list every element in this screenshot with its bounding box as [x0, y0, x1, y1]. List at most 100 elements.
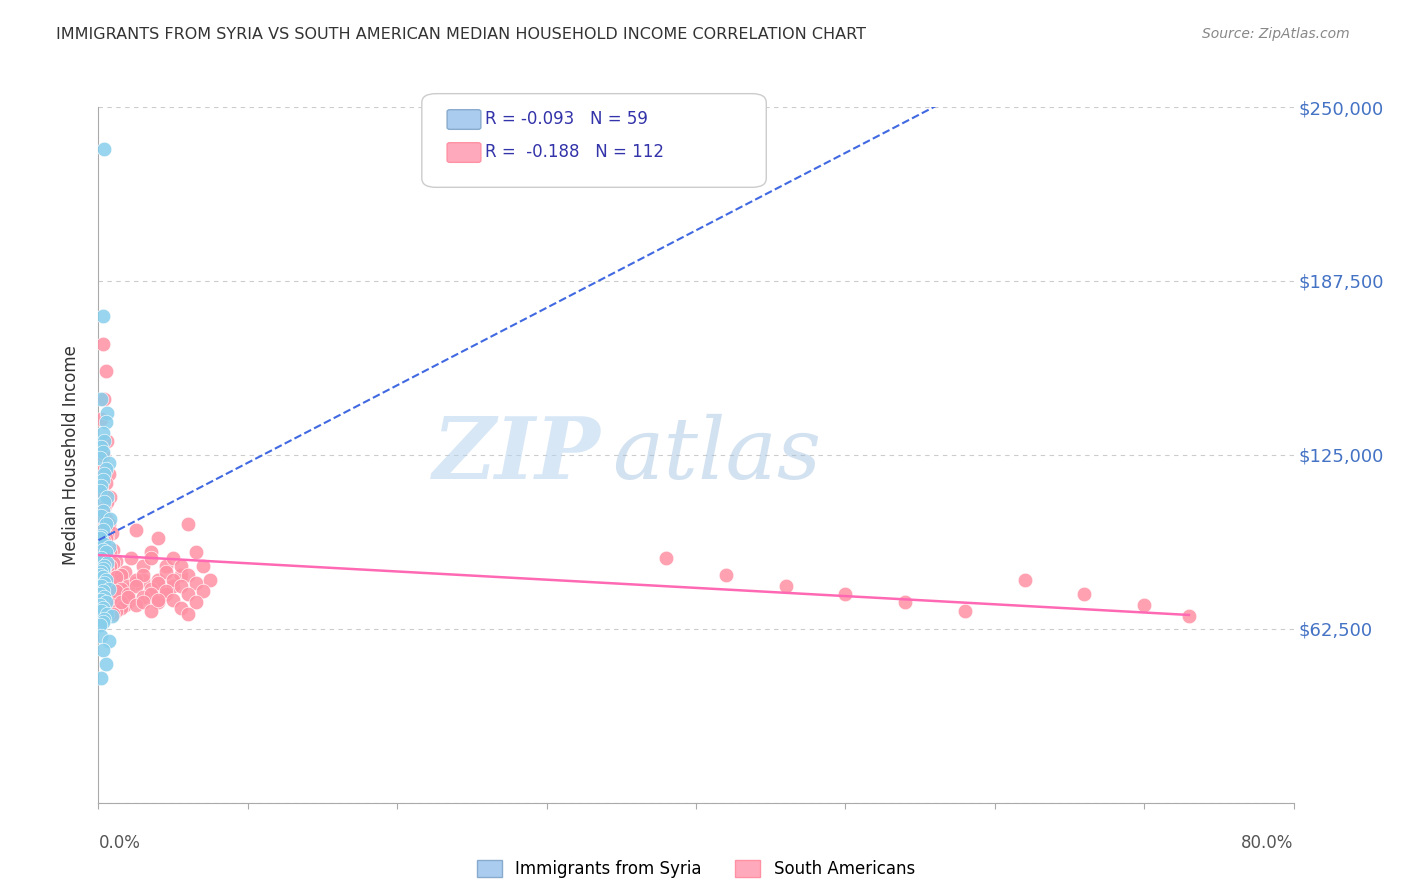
Point	[96, 557, 118, 571]
Legend: Immigrants from Syria, South Americans: Immigrants from Syria, South Americans	[471, 854, 921, 885]
Point	[89, 532, 111, 546]
Point	[89, 567, 111, 582]
Point	[148, 592, 170, 607]
Point	[132, 567, 155, 582]
Point	[91, 562, 114, 576]
Point	[101, 525, 124, 540]
Text: atlas: atlas	[613, 414, 821, 496]
Point	[97, 582, 120, 596]
Point	[96, 495, 118, 509]
Point	[89, 450, 111, 465]
Point	[184, 576, 207, 591]
Point	[117, 590, 139, 604]
Point	[132, 595, 155, 609]
Point	[90, 550, 112, 565]
Point	[148, 573, 170, 587]
Point	[90, 592, 112, 607]
Point	[100, 592, 122, 607]
Point	[191, 559, 214, 574]
Point	[91, 309, 114, 323]
Point	[94, 532, 117, 546]
Point	[169, 559, 191, 574]
Point	[90, 509, 112, 524]
Point	[117, 579, 139, 593]
Point	[90, 579, 112, 593]
Point	[125, 523, 148, 537]
Point	[91, 542, 114, 557]
Point	[91, 473, 114, 487]
Point	[97, 540, 120, 554]
Point	[90, 565, 112, 579]
Point	[93, 500, 115, 515]
Point	[162, 550, 184, 565]
Point	[90, 528, 112, 542]
Point	[94, 573, 117, 587]
Point	[91, 601, 114, 615]
Point	[91, 523, 114, 537]
Point	[117, 587, 139, 601]
Point	[714, 567, 737, 582]
Point	[101, 609, 124, 624]
Point	[91, 445, 114, 459]
Point	[139, 582, 162, 596]
Point	[105, 570, 128, 584]
Point	[148, 532, 170, 546]
Point	[97, 517, 120, 532]
Point	[169, 567, 191, 582]
Point	[90, 604, 112, 618]
Point	[94, 415, 117, 429]
Point	[90, 629, 112, 643]
Point	[110, 582, 132, 596]
Point	[155, 587, 177, 601]
Point	[91, 570, 114, 584]
Point	[91, 336, 114, 351]
Point	[89, 617, 111, 632]
Point	[91, 584, 114, 599]
Point	[90, 484, 112, 499]
Point	[94, 512, 117, 526]
Point	[89, 554, 111, 568]
Point	[191, 584, 214, 599]
Point	[148, 576, 170, 591]
Point	[93, 537, 115, 551]
Point	[184, 595, 207, 609]
Point	[110, 595, 132, 609]
Point	[94, 657, 117, 671]
Text: ZIP: ZIP	[433, 413, 600, 497]
Point	[90, 507, 112, 521]
Point	[91, 425, 114, 440]
Point	[105, 604, 128, 618]
Point	[155, 559, 177, 574]
Point	[105, 570, 128, 584]
Point	[91, 615, 114, 629]
Point	[90, 411, 112, 425]
Point	[103, 542, 125, 557]
Point	[177, 517, 200, 532]
Point	[93, 576, 115, 591]
Point	[91, 642, 114, 657]
Point	[139, 545, 162, 559]
Text: 0.0%: 0.0%	[98, 834, 141, 852]
Point	[89, 587, 111, 601]
Point	[91, 537, 114, 551]
Text: IMMIGRANTS FROM SYRIA VS SOUTH AMERICAN MEDIAN HOUSEHOLD INCOME CORRELATION CHAR: IMMIGRANTS FROM SYRIA VS SOUTH AMERICAN …	[56, 27, 866, 42]
Point	[114, 582, 136, 596]
Point	[105, 554, 128, 568]
Point	[93, 467, 115, 482]
Point	[184, 545, 207, 559]
Point	[169, 579, 191, 593]
Point	[103, 557, 125, 571]
Point	[103, 590, 125, 604]
Point	[93, 495, 115, 509]
Point	[114, 598, 136, 612]
Point	[90, 671, 112, 685]
Point	[894, 595, 917, 609]
Text: 80.0%: 80.0%	[1241, 834, 1294, 852]
Point	[200, 573, 222, 587]
Point	[96, 607, 118, 621]
Point	[105, 587, 128, 601]
Point	[775, 579, 797, 593]
Point	[834, 587, 856, 601]
Point	[1073, 587, 1095, 601]
Point	[94, 517, 117, 532]
